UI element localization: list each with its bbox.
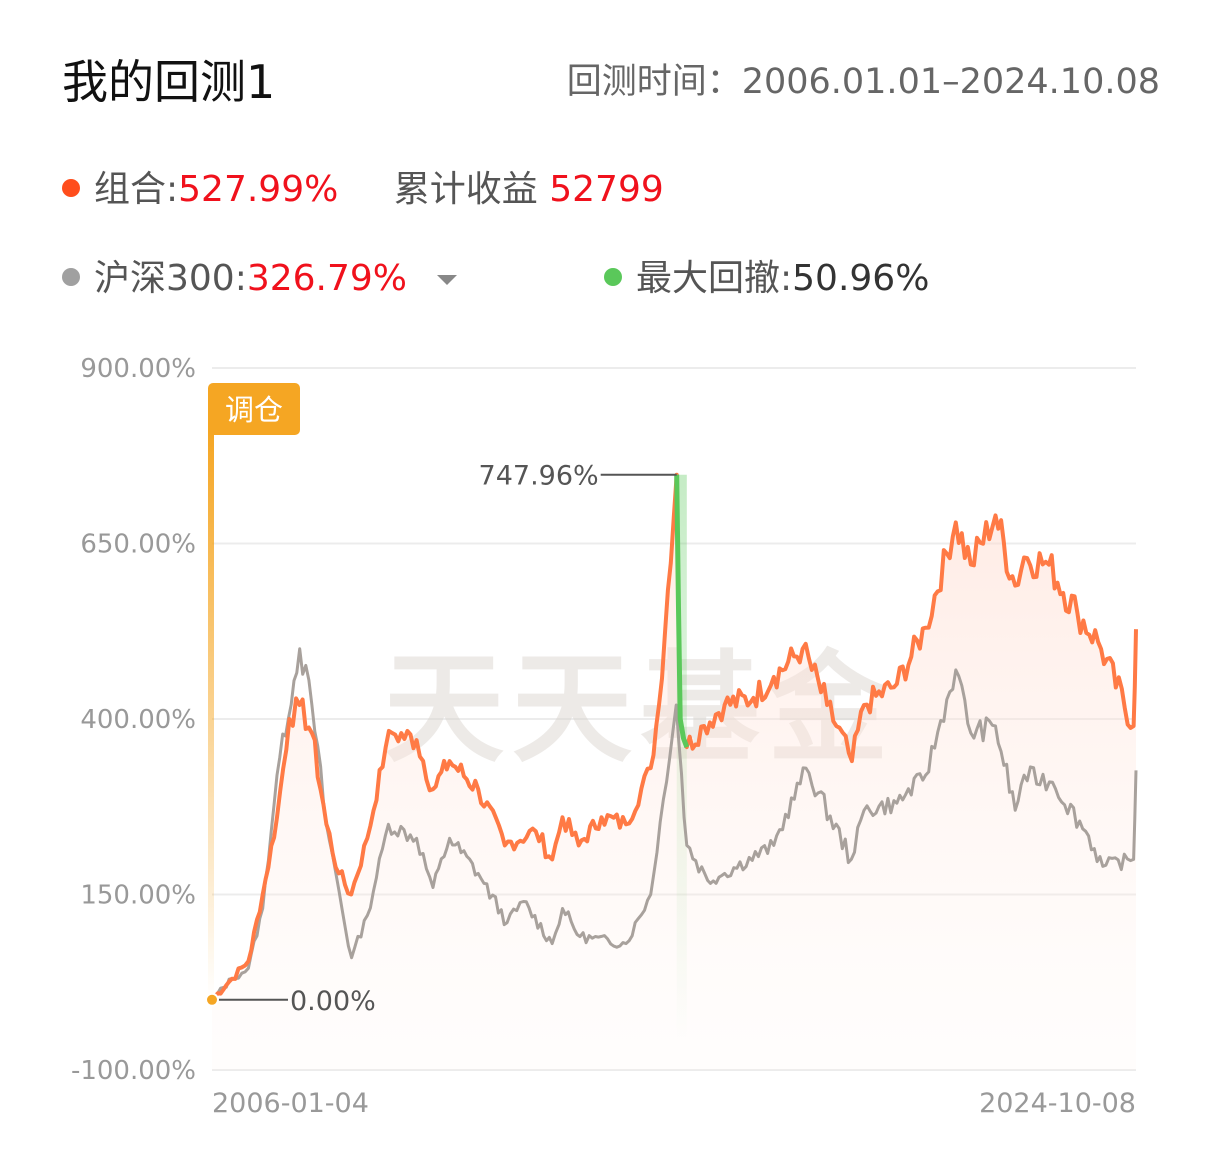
portfolio-area — [212, 474, 1136, 1070]
cumulative-label: 累计收益 — [393, 169, 538, 210]
benchmark-dot-icon — [62, 268, 80, 286]
backtest-period: 回测时间：2006.01.01–2024.10.08 — [567, 58, 1160, 106]
benchmark-line — [210, 647, 1138, 1001]
backtest-chart[interactable]: 900.00%650.00%400.00%150.00%-100.00% 天天基… — [0, 330, 1208, 1130]
y-tick-label: -100.00% — [71, 1056, 196, 1086]
drawdown-line — [674, 474, 690, 748]
period-value: 2006.01.01–2024.10.08 — [741, 62, 1160, 102]
max-annotation: 747.96% — [479, 461, 677, 492]
y-tick-label: 150.00% — [80, 881, 196, 911]
rebalance-tag-label: 调仓 — [225, 393, 283, 427]
start-point — [205, 992, 219, 1007]
legend-row-benchmark: 沪深300:326.79% — [62, 254, 458, 304]
legend-row-max-drawdown: 最大回撤:50.96% — [604, 254, 929, 304]
x-axis: 2006-01-04 2024-10-08 — [212, 1088, 1136, 1119]
drawdown-dot-icon — [604, 268, 622, 286]
cumulative-value: 52799 — [549, 169, 664, 210]
x-tick-label: 2024-10-08 — [979, 1088, 1136, 1119]
caret-down-icon[interactable] — [437, 275, 458, 285]
portfolio-value: 527.99% — [178, 169, 339, 210]
max-drawdown-label: 最大回撤: — [636, 258, 793, 299]
period-label: 回测时间： — [566, 62, 742, 102]
rebalance-tag-box — [208, 383, 300, 435]
max-drawdown-value: 50.96% — [792, 258, 930, 299]
y-tick-label: 650.00% — [80, 530, 196, 560]
y-tick-label: 900.00% — [80, 354, 196, 384]
y-tick-label: 400.00% — [80, 705, 196, 735]
max-annotation-label: 747.96% — [479, 461, 599, 492]
portfolio-dot-icon — [62, 179, 80, 197]
x-tick-label: 2006-01-04 — [212, 1088, 369, 1119]
portfolio-label: 组合: — [94, 169, 179, 210]
benchmark-label: 沪深300: — [94, 258, 247, 299]
legend-row-portfolio: 组合:527.99% 累计收益 52799 — [62, 165, 664, 215]
rebalance-tag[interactable]: 调仓 — [208, 383, 300, 435]
page-title: 我的回测1 — [62, 55, 276, 109]
benchmark-value: 326.79% — [246, 258, 408, 299]
start-annotation-label: 0.00% — [290, 986, 376, 1017]
start-annotation: 0.00% — [205, 986, 376, 1017]
y-axis: 900.00% 650.00% 400.00% 150.00% -100.00% — [71, 354, 196, 1086]
rebalance-marker — [208, 430, 214, 1000]
